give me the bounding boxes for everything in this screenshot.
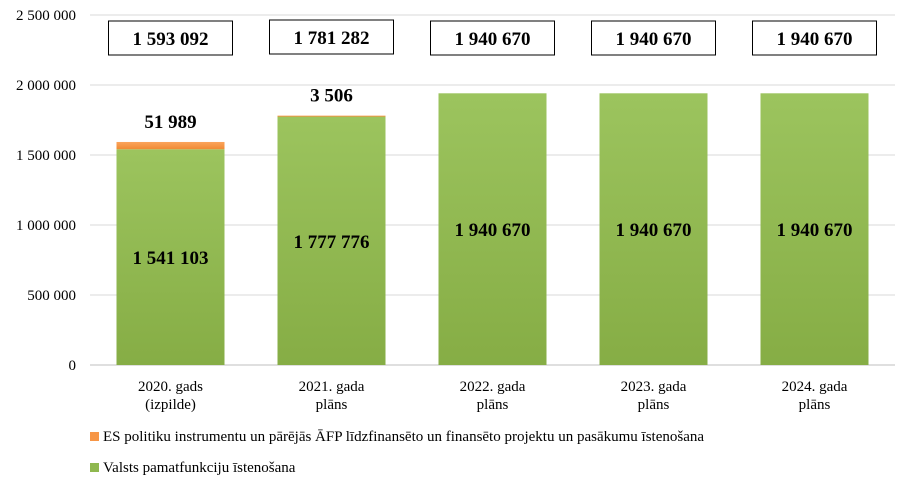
x-tick-label: 2022. gada <box>460 379 526 395</box>
total-label: 1 940 670 <box>455 29 531 50</box>
bar-green <box>760 93 869 365</box>
total-box <box>591 20 716 56</box>
bar-green <box>599 93 708 365</box>
data-label-green: 1 777 776 <box>294 232 370 253</box>
x-tick-label: plāns <box>799 397 831 413</box>
bar-orange <box>277 115 386 117</box>
bar-green <box>116 149 225 365</box>
total-label: 1 593 092 <box>133 29 209 50</box>
y-tick-label: 2 500 000 <box>16 8 76 24</box>
x-tick-label: (izpilde) <box>145 397 196 413</box>
y-tick-label: 500 000 <box>27 288 76 304</box>
total-label: 1 940 670 <box>616 29 692 50</box>
bar-orange <box>116 141 225 150</box>
legend-label-green: Valsts pamatfunkciju īstenošana <box>103 460 296 476</box>
data-label-orange: 51 989 <box>144 112 196 133</box>
x-tick-label: plāns <box>477 397 509 413</box>
bar-green <box>438 93 547 365</box>
y-axis: 0 500 000 1 000 000 1 500 000 2 000 000 2 500… <box>16 8 76 374</box>
x-tick-label: plāns <box>638 397 670 413</box>
bar-green <box>277 116 386 365</box>
bars: 1 541 103 51 989 1 593 092 1 777 776 3 506 1 … <box>108 19 877 365</box>
x-tick-label: plāns <box>316 397 348 413</box>
data-label-orange: 3 506 <box>310 86 353 107</box>
total-label: 1 781 282 <box>294 28 370 49</box>
x-tick-label: 2023. gada <box>621 379 687 395</box>
data-label-green: 1 541 103 <box>133 248 209 269</box>
x-tick-label: 2021. gada <box>299 379 365 395</box>
data-label-green: 1 940 670 <box>777 220 853 241</box>
legend-swatch-green <box>90 463 99 472</box>
total-label: 1 940 670 <box>777 29 853 50</box>
legend-swatch-orange <box>90 432 99 441</box>
legend: ES politiku instrumentu un pārējās ĀFP l… <box>90 429 704 476</box>
legend-label-orange: ES politiku instrumentu un pārējās ĀFP l… <box>103 429 704 445</box>
x-tick-label: 2024. gada <box>782 379 848 395</box>
total-box <box>430 20 555 56</box>
total-box <box>752 20 877 56</box>
total-box <box>108 20 233 56</box>
y-tick-label: 2 000 000 <box>16 78 76 94</box>
y-tick-label: 1 000 000 <box>16 218 76 234</box>
total-box <box>269 19 394 55</box>
y-tick-label: 0 <box>69 358 77 374</box>
x-tick-label: 2020. gads <box>138 379 203 395</box>
data-label-green: 1 940 670 <box>616 220 692 241</box>
y-tick-label: 1 500 000 <box>16 148 76 164</box>
data-label-green: 1 940 670 <box>455 220 531 241</box>
x-axis: 2020. gads (izpilde) 2021. gada plāns 2022. … <box>138 379 848 413</box>
